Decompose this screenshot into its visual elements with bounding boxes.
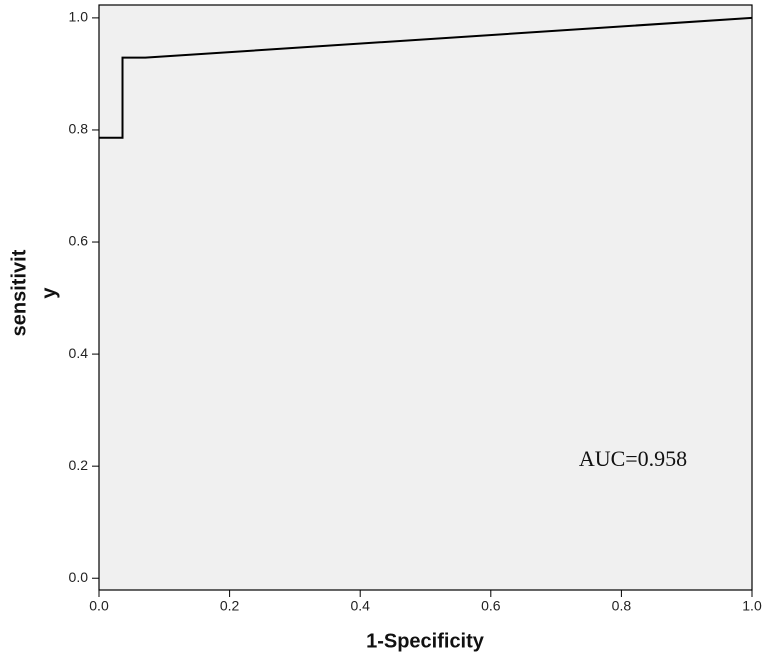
auc-annotation: AUC=0.958 — [579, 446, 687, 471]
y-tick-label: 0.2 — [69, 457, 89, 473]
plot-area — [98, 4, 753, 591]
x-tick-label: 1.0 — [742, 598, 762, 614]
y-tick-label: 1.0 — [69, 9, 89, 25]
y-tick-label: 0.0 — [69, 569, 89, 585]
x-axis-title: 1-Specificity — [366, 630, 485, 652]
x-tick-label: 0.0 — [89, 598, 109, 614]
y-axis-title: sensitivit — [8, 249, 30, 336]
y-tick-label: 0.4 — [69, 345, 89, 361]
y-tick-label: 0.6 — [69, 233, 89, 249]
x-tick-label: 0.4 — [350, 598, 370, 614]
x-tick-label: 0.6 — [481, 598, 501, 614]
x-tick-label: 0.8 — [612, 598, 632, 614]
roc-curve — [99, 16, 753, 139]
y-axis-title: y — [38, 287, 60, 299]
x-tick-label: 0.2 — [220, 598, 240, 614]
y-tick-label: 0.8 — [69, 121, 89, 137]
